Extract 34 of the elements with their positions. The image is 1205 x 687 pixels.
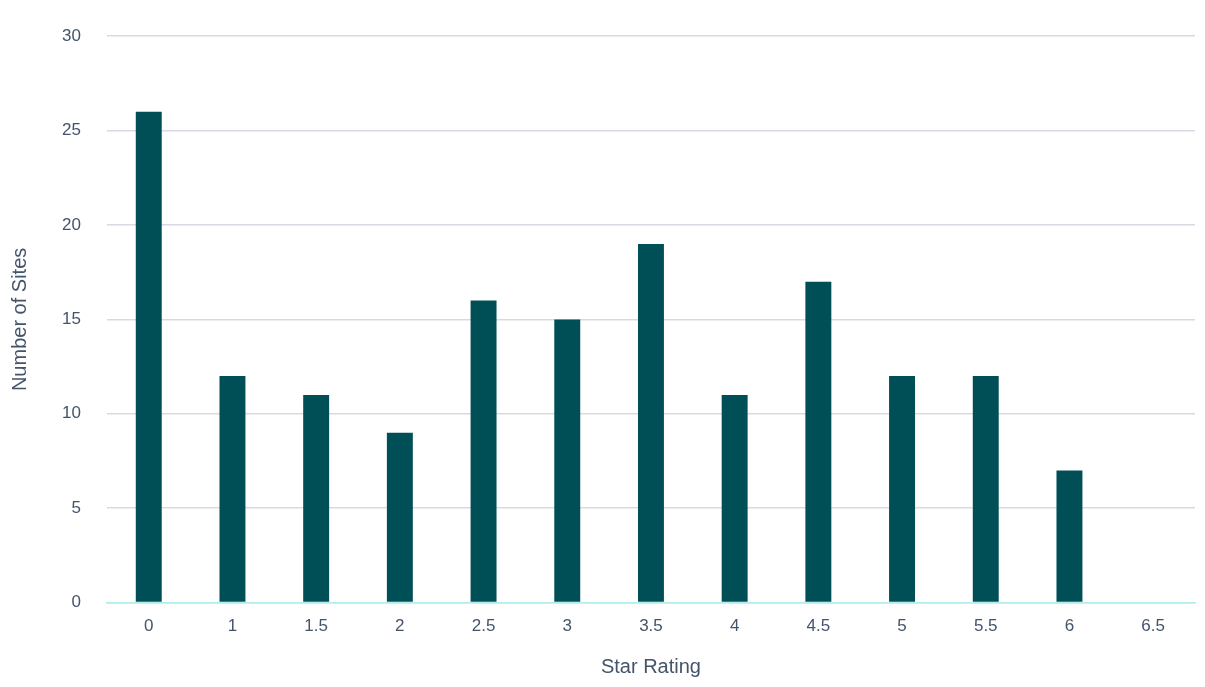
y-tick-label: 0 [71, 592, 81, 612]
bar [1056, 470, 1083, 602]
y-axis-title: Number of Sites [7, 247, 30, 392]
bar [889, 376, 916, 602]
y-tick-label: 10 [61, 403, 81, 423]
bar [219, 376, 246, 602]
x-tick-label: 6.5 [1141, 616, 1165, 636]
bar [805, 281, 832, 602]
y-tick-label: 30 [61, 25, 81, 45]
x-tick-label: 4 [729, 616, 740, 636]
x-tick-label: 1.5 [304, 616, 328, 636]
x-tick-label: 2.5 [471, 616, 496, 636]
x-tick-label: 5.5 [973, 616, 998, 636]
x-tick-label: 4.5 [806, 616, 831, 636]
x-tick-label: 0 [144, 616, 154, 636]
x-axis-title: Star Rating [600, 654, 701, 677]
x-tick-label: 3 [562, 616, 572, 636]
y-tick-label: 20 [61, 214, 81, 234]
x-tick-label: 3.5 [639, 616, 663, 636]
bar [135, 111, 162, 602]
x-tick-label: 6 [1064, 616, 1075, 636]
y-tick-label: 5 [71, 497, 81, 517]
x-tick-label: 1 [227, 616, 238, 636]
bar [972, 376, 999, 602]
x-tick-label: 5 [897, 616, 907, 636]
y-tick-label: 15 [61, 309, 81, 329]
bar [303, 394, 330, 602]
bar [554, 319, 581, 602]
y-tick-label: 25 [61, 120, 81, 140]
bar [721, 394, 748, 602]
bar [637, 243, 664, 602]
x-tick-label: 2 [395, 616, 405, 636]
bar [470, 300, 497, 602]
bar [386, 432, 413, 602]
